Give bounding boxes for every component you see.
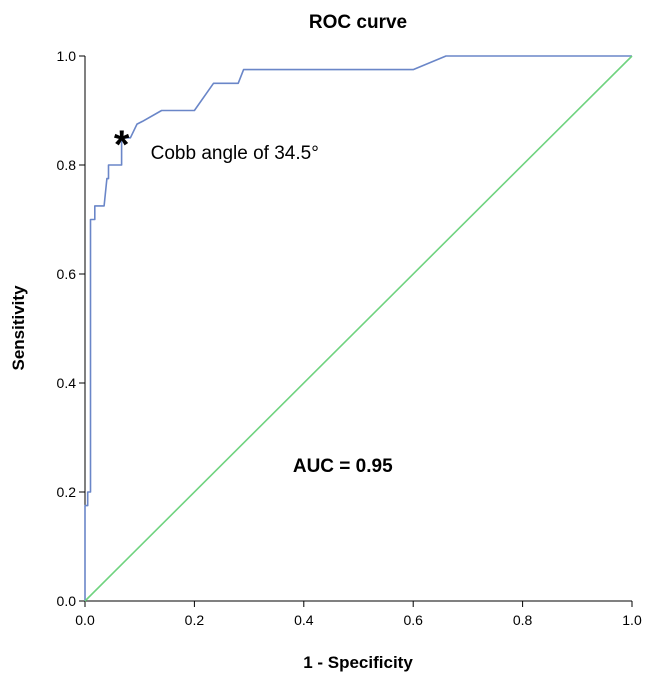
tick-marks: 0.0 0.2 0.4 0.6 0.8 1.0 0.0 0.2 0.4 0.6 0.8 1.0 <box>57 48 642 628</box>
x-tick-label: 0.6 <box>403 612 423 628</box>
y-tick-label: 0.4 <box>57 375 77 391</box>
reference-diagonal-line <box>84 55 633 602</box>
y-tick-label: 0.0 <box>57 593 77 609</box>
x-tick-label: 0.2 <box>185 612 205 628</box>
annotations: * Cobb angle of 34.5° AUC = 0.95 <box>114 123 393 477</box>
cutoff-annotation: Cobb angle of 34.5° <box>151 143 319 164</box>
x-axis-label: 1 - Specificity <box>303 653 413 672</box>
y-tick-label: 0.2 <box>57 484 77 500</box>
y-tick-label: 0.8 <box>57 157 77 173</box>
y-tick-label: 1.0 <box>57 48 77 64</box>
roc-curve-line <box>84 55 632 601</box>
x-tick-label: 1.0 <box>622 612 642 628</box>
y-tick-label: 0.6 <box>57 266 77 282</box>
x-tick-label: 0.4 <box>294 612 314 628</box>
cutoff-marker: * <box>114 123 130 167</box>
y-axis-label: Sensitivity <box>9 285 28 371</box>
x-tick-label: 0.8 <box>513 612 533 628</box>
x-tick-label: 0.0 <box>75 612 95 628</box>
series-layer <box>84 55 633 602</box>
chart-title: ROC curve <box>309 12 407 33</box>
auc-annotation: AUC = 0.95 <box>293 456 393 477</box>
